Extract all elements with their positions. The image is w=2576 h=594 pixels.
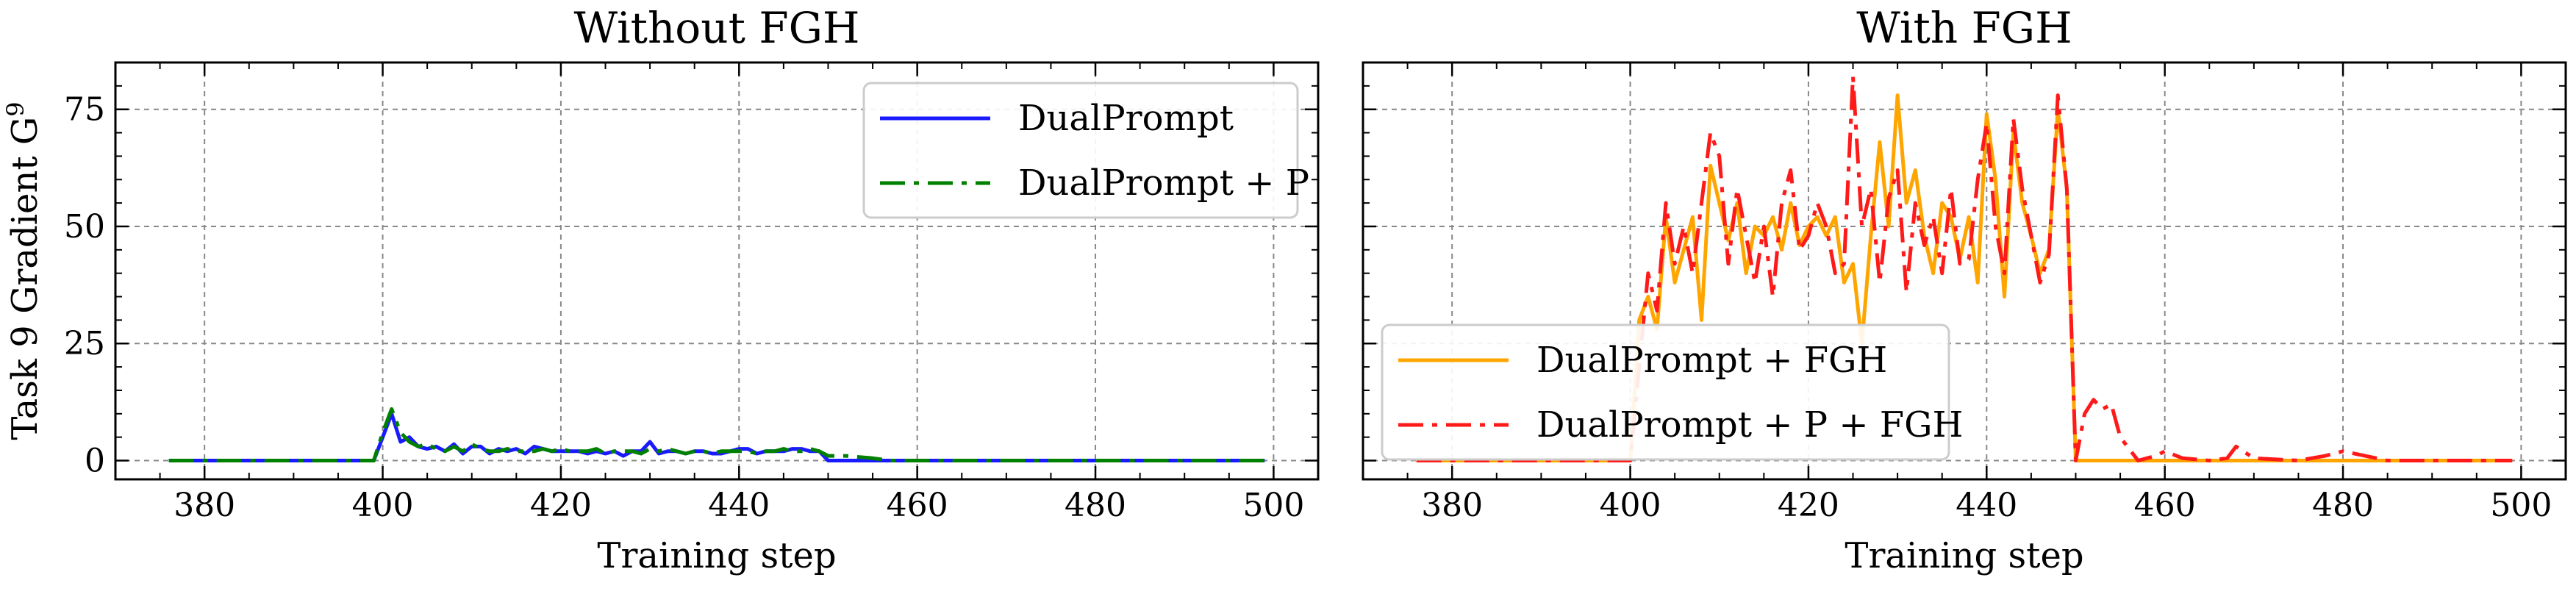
y-axis-label: Task 9 Gradient G9 [1, 101, 46, 440]
chart-panel-1: 380 400 420 440 460 480 500 0 25 50 75 Without FGH T… [1, 3, 1320, 576]
x-tick-label: 500 [1242, 487, 1304, 524]
x-tick-label: 460 [2134, 487, 2196, 524]
x-tick-label: 500 [2490, 487, 2552, 524]
x-tick-label: 400 [1600, 487, 1661, 524]
legend-label-2: DualPrompt + P [1018, 162, 1309, 204]
series-line-2 [168, 407, 1265, 462]
series-line-1 [168, 412, 1265, 462]
chart-panel-2: 380 400 420 440 460 480 500 With FGH Training st… [1362, 3, 2567, 576]
x-tick-label: 440 [1956, 487, 2017, 524]
x-tick-label: 420 [1778, 487, 1839, 524]
x-axis-label: Training step [597, 535, 836, 576]
chart-title: With FGH [1856, 3, 2072, 53]
x-tick-label: 480 [2312, 487, 2374, 524]
x-tick-label: 460 [887, 487, 948, 524]
legend-label-2: DualPrompt + P + FGH [1536, 404, 1963, 446]
x-axis-label: Training step [1845, 535, 2083, 576]
legend: DualPrompt DualPrompt + P [862, 82, 1309, 219]
y-tick-label: 50 [64, 208, 105, 246]
y-tick-label: 75 [64, 91, 105, 129]
axes-frame [114, 61, 1320, 481]
y-tick-label: 0 [85, 443, 105, 480]
axes-frame [1362, 61, 2567, 481]
legend-label-1: DualPrompt [1018, 98, 1234, 139]
legend-box [1381, 323, 1950, 461]
x-tick-label: 400 [352, 487, 414, 524]
y-axis-label-main: Task 9 Gradient G [4, 117, 46, 440]
chart-title: Without FGH [574, 3, 860, 53]
y-tick-label: 25 [64, 325, 105, 362]
x-tick-label: 480 [1065, 487, 1126, 524]
y-axis-label-superscript: 9 [1, 101, 29, 116]
x-tick-label: 380 [173, 487, 235, 524]
legend-label-1: DualPrompt + FGH [1536, 340, 1887, 381]
x-tick-label: 380 [1421, 487, 1483, 524]
x-tick-label: 420 [530, 487, 592, 524]
series-line-2 [1416, 74, 2513, 462]
legend: DualPrompt + FGH DualPrompt + P + FGH [1381, 323, 1963, 461]
x-tick-label: 440 [708, 487, 770, 524]
